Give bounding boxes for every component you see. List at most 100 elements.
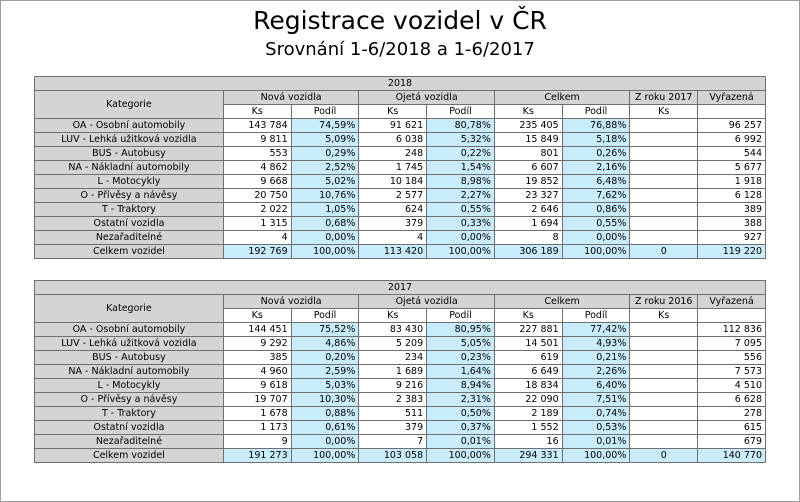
nova-podil-cell: 0,29% [290, 146, 360, 161]
vyrazena-ks-cell: 112 836 [697, 322, 766, 337]
z-roku-ks-cell [629, 188, 699, 203]
nova-podil-cell: 0,00% [290, 230, 360, 245]
category-cell: Nezařaditelné [34, 230, 224, 245]
vyrazena-ks-cell: 4 510 [697, 378, 766, 393]
celkem-ks-cell: 8 [493, 230, 563, 245]
category-cell: T - Traktory [34, 202, 224, 217]
ojeta-podil-cell: 1,64% [426, 364, 495, 379]
header-kategorie: Kategorie [34, 294, 224, 323]
vyrazena-ks-cell: 1 918 [697, 174, 766, 189]
z-roku-ks-cell [629, 406, 699, 421]
nova-ks-cell: 4 960 [222, 364, 292, 379]
celkem-podil-cell: 2,16% [561, 160, 631, 175]
celkem-podil-cell: 6,48% [561, 174, 631, 189]
ojeta-podil-cell: 80,78% [426, 118, 495, 133]
vyrazena-ks-cell: 7 095 [697, 336, 766, 351]
category-cell: NA - Nákladní automobily [34, 160, 224, 175]
vyrazena-ks-cell: 388 [697, 216, 766, 231]
nova-podil-cell: 5,02% [290, 174, 360, 189]
celkem-podil-cell: 7,51% [561, 392, 631, 407]
nova-ks-cell: 9 811 [222, 132, 292, 147]
z-roku-ks-cell [629, 378, 699, 393]
vyrazena-ks-cell: 544 [697, 146, 766, 161]
category-cell: OA - Osobní automobily [34, 322, 224, 337]
ojeta-podil-cell: 8,98% [426, 174, 495, 189]
year-row: 2017 [34, 280, 766, 295]
celkem-podil-cell: 100,00% [561, 448, 631, 463]
vyrazena-ks-cell: 927 [697, 230, 766, 245]
celkem-ks-cell: 2 646 [493, 202, 563, 217]
table-row: L - Motocykly 9 668 5,02% 10 184 8,98% 19 852… [34, 174, 766, 189]
ojeta-podil-cell: 1,54% [426, 160, 495, 175]
header-z-roku: Z roku 2017 [629, 90, 699, 105]
group-header-row: Kategorie Nová vozidla Ojetá vozidla Celkem… [34, 90, 766, 119]
table-row: T - Traktory 2 022 1,05% 624 0,55% 2 646 0,86%… [34, 202, 766, 217]
ojeta-podil-cell: 0,23% [426, 350, 495, 365]
category-cell: BUS - Autobusy [34, 146, 224, 161]
z-roku-ks-cell [629, 118, 699, 133]
celkem-podil-cell: 77,42% [561, 322, 631, 337]
category-cell: Ostatní vozidla [34, 216, 224, 231]
celkem-ks-cell: 2 189 [493, 406, 563, 421]
celkem-ks-cell: 6 607 [493, 160, 563, 175]
header-vyrazena: Vyřazená [697, 294, 766, 309]
ojeta-ks-cell: 103 058 [358, 448, 428, 463]
nova-ks-cell: 9 668 [222, 174, 292, 189]
z-roku-ks-cell [629, 420, 699, 435]
category-cell: Nezařaditelné [34, 434, 224, 449]
celkem-ks-cell: 14 501 [493, 336, 563, 351]
celkem-podil-cell: 0,74% [561, 406, 631, 421]
ojeta-podil-cell: 0,50% [426, 406, 495, 421]
z-roku-ks-cell [629, 364, 699, 379]
celkem-podil-cell: 4,93% [561, 336, 631, 351]
z-roku-ks-cell [629, 322, 699, 337]
nova-ks-cell: 144 451 [222, 322, 292, 337]
vyrazena-ks-cell: 6 992 [697, 132, 766, 147]
ojeta-podil-cell: 2,27% [426, 188, 495, 203]
subheader-ks: Ks [358, 308, 428, 323]
celkem-ks-cell: 294 331 [493, 448, 563, 463]
category-cell: Celkem vozidel [34, 448, 224, 463]
nova-podil-cell: 2,59% [290, 364, 360, 379]
nova-podil-cell: 4,86% [290, 336, 360, 351]
z-roku-ks-cell [629, 392, 699, 407]
ojeta-ks-cell: 511 [358, 406, 428, 421]
total-row: Celkem vozidel 192 769 100,00% 113 420 100,0… [34, 244, 766, 259]
table-row: Nezařaditelné 9 0,00% 7 0,01% 16 0,01% 679 [34, 434, 766, 449]
header-nova-vozidla: Nová vozidla [222, 294, 360, 309]
ojeta-ks-cell: 379 [358, 216, 428, 231]
celkem-ks-cell: 23 327 [493, 188, 563, 203]
table-row: T - Traktory 1 678 0,88% 511 0,50% 2 189 0,74%… [34, 406, 766, 421]
category-cell: LUV - Lehká užitková vozidla [34, 336, 224, 351]
celkem-ks-cell: 19 852 [493, 174, 563, 189]
nova-ks-cell: 1 678 [222, 406, 292, 421]
ojeta-ks-cell: 4 [358, 230, 428, 245]
category-cell: T - Traktory [34, 406, 224, 421]
vyrazena-ks-cell: 556 [697, 350, 766, 365]
ojeta-podil-cell: 0,37% [426, 420, 495, 435]
nova-ks-cell: 4 862 [222, 160, 292, 175]
subheader-podil: Podíl [561, 104, 631, 119]
celkem-podil-cell: 0,53% [561, 420, 631, 435]
nova-podil-cell: 10,30% [290, 392, 360, 407]
subheader-podil: Podíl [561, 308, 631, 323]
ojeta-ks-cell: 248 [358, 146, 428, 161]
celkem-podil-cell: 5,18% [561, 132, 631, 147]
nova-ks-cell: 9 [222, 434, 292, 449]
ojeta-podil-cell: 5,05% [426, 336, 495, 351]
ojeta-podil-cell: 2,31% [426, 392, 495, 407]
sub-header-row: Ks Podíl Ks Podíl Ks Podíl Ks [35, 308, 766, 323]
z-roku-ks-cell [629, 216, 699, 231]
group-header-row: Kategorie Nová vozidla Ojetá vozidla Celkem… [34, 294, 766, 323]
z-roku-ks-cell [629, 434, 699, 449]
vyrazena-ks-cell: 679 [697, 434, 766, 449]
nova-podil-cell: 100,00% [290, 244, 360, 259]
celkem-ks-cell: 1 552 [493, 420, 563, 435]
celkem-ks-cell: 15 849 [493, 132, 563, 147]
table-row: NA - Nákladní automobily 4 960 2,59% 1 689 1… [34, 364, 766, 379]
nova-ks-cell: 385 [222, 350, 292, 365]
ojeta-ks-cell: 6 038 [358, 132, 428, 147]
subheader-podil: Podíl [290, 308, 360, 323]
nova-podil-cell: 2,52% [290, 160, 360, 175]
subheader-ks: Ks [629, 308, 699, 323]
